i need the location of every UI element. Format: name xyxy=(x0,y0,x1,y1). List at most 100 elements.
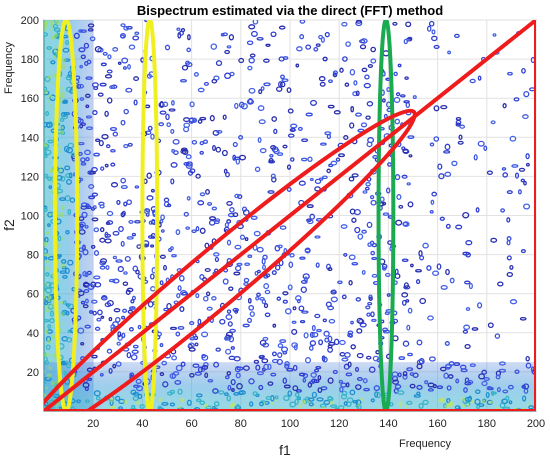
contour-blob xyxy=(406,400,413,406)
contour-blob xyxy=(256,371,264,376)
contour-blob xyxy=(44,32,49,37)
contour-blob xyxy=(286,87,292,93)
contour-blob xyxy=(115,259,123,263)
contour-blob xyxy=(175,364,183,372)
contour-blob xyxy=(229,207,235,213)
contour-blob xyxy=(370,250,376,256)
contour-blob xyxy=(48,185,53,189)
contour-blob xyxy=(234,265,242,272)
contour-blob xyxy=(104,302,112,308)
contour-peak xyxy=(48,94,53,99)
contour-blob xyxy=(523,383,530,390)
contour-blob xyxy=(361,229,367,234)
contour-blob xyxy=(234,244,242,250)
contour-blob xyxy=(247,317,252,324)
contour-blob xyxy=(403,282,409,289)
contour-blob xyxy=(508,400,513,405)
contour-blob xyxy=(250,30,258,37)
contour-blob xyxy=(506,217,511,223)
contour-blob xyxy=(446,397,451,404)
contour-blob xyxy=(332,70,338,76)
contour-blob xyxy=(348,176,355,182)
contour-blob xyxy=(374,391,379,398)
contour-peak xyxy=(44,352,49,358)
contour-blob xyxy=(356,376,363,382)
contour-blob xyxy=(256,269,261,274)
contour-blob xyxy=(165,113,170,121)
contour-blob xyxy=(351,173,359,178)
contour-blob xyxy=(244,262,251,266)
contour-blob xyxy=(317,374,322,381)
contour-blob xyxy=(215,347,221,352)
contour-blob xyxy=(186,399,192,406)
contour-peak xyxy=(44,296,46,299)
contour-blob xyxy=(347,330,354,335)
contour-peak xyxy=(329,400,334,405)
contour-blob xyxy=(178,275,185,282)
contour-blob xyxy=(175,229,181,236)
contour-blob xyxy=(521,67,526,74)
contour-blob xyxy=(209,115,215,122)
contour-blob xyxy=(366,101,374,107)
contour-blob xyxy=(448,361,455,366)
contour-blob xyxy=(197,200,205,206)
contour-blob xyxy=(368,296,373,301)
contour-blob xyxy=(295,295,302,302)
contour-blob xyxy=(257,137,262,144)
contour-blob xyxy=(289,401,297,408)
contour-blob xyxy=(60,360,66,365)
contour-peak xyxy=(61,57,66,63)
contour-blob xyxy=(87,283,95,290)
y-tick-label: 140 xyxy=(21,132,39,144)
y-tick-label: 120 xyxy=(21,171,39,183)
contour-blob xyxy=(523,180,527,186)
contour-blob xyxy=(309,213,316,220)
contour-blob xyxy=(115,316,121,323)
contour-blob xyxy=(177,285,182,291)
contour-blob xyxy=(314,186,321,192)
contour-blob xyxy=(290,157,295,162)
contour-blob xyxy=(169,373,177,379)
contour-blob xyxy=(44,206,48,213)
contour-blob xyxy=(340,393,348,400)
contour-blob xyxy=(381,263,388,270)
contour-blob xyxy=(432,270,440,276)
contour-blob xyxy=(323,399,331,405)
contour-blob xyxy=(252,391,258,396)
contour-blob xyxy=(254,166,261,173)
contour-blob xyxy=(226,239,232,246)
contour-peak xyxy=(439,397,445,403)
contour-blob xyxy=(127,309,134,314)
contour-blob xyxy=(428,356,436,362)
contour-blob xyxy=(473,154,478,161)
contour-blob xyxy=(270,31,277,38)
contour-blob xyxy=(134,220,141,224)
contour-blob xyxy=(221,149,228,157)
contour-blob xyxy=(67,259,74,266)
contour-blob xyxy=(416,363,423,370)
contour-blob xyxy=(440,284,448,290)
contour-peak xyxy=(45,259,50,264)
contour-peak xyxy=(45,266,49,271)
contour-blob xyxy=(115,361,122,367)
contour-blob xyxy=(126,236,134,240)
contour-blob xyxy=(100,295,108,301)
contour-blob xyxy=(147,125,153,131)
contour-blob xyxy=(47,139,55,144)
contour-blob xyxy=(416,339,423,346)
contour-blob xyxy=(231,388,235,392)
contour-peak xyxy=(58,168,62,173)
contour-blob xyxy=(445,268,450,276)
contour-blob xyxy=(403,285,411,290)
contour-blob xyxy=(315,365,322,370)
contour-peak xyxy=(44,21,48,26)
contour-blob xyxy=(259,354,265,359)
contour-blob xyxy=(67,208,72,215)
contour-blob xyxy=(128,44,136,50)
contour-blob xyxy=(224,72,232,80)
contour-blob xyxy=(135,269,140,275)
contour-peak xyxy=(60,301,64,305)
y-tick-label: 80 xyxy=(27,250,39,262)
contour-blob xyxy=(271,270,277,276)
contour-blob xyxy=(125,289,131,295)
